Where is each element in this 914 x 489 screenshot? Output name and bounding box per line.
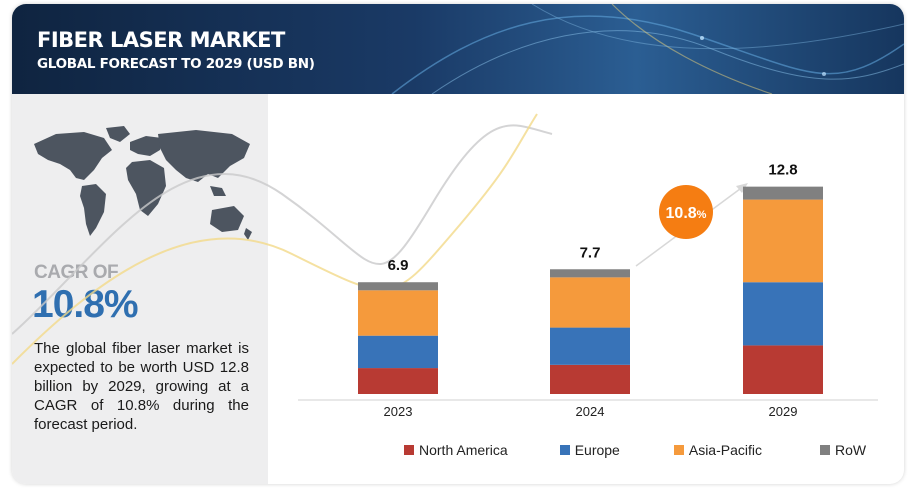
total-label-2029: 12.8 xyxy=(768,162,797,179)
bar-2029-row xyxy=(743,186,823,200)
cagr-label: CAGR OF xyxy=(34,262,119,283)
growth-arrow-head xyxy=(736,183,748,193)
cagr-value: 10.8% xyxy=(32,283,139,326)
x-tick-label-2023: 2023 xyxy=(384,404,413,419)
legend-label: RoW xyxy=(835,442,867,458)
swoosh-grey xyxy=(12,124,553,335)
total-label-2024: 7.7 xyxy=(580,244,601,261)
legend-item-europe: Europe xyxy=(559,442,620,458)
legend-swatch xyxy=(404,445,414,455)
bar-2024-row xyxy=(550,269,630,278)
legend-label: North America xyxy=(419,442,508,458)
legend-label: Asia-Pacific xyxy=(688,442,762,458)
legend-item-row: RoW xyxy=(820,442,866,458)
world-map-icon xyxy=(34,126,252,240)
x-tick-label-2029: 2029 xyxy=(769,404,798,419)
legend-swatch xyxy=(820,445,830,455)
bar-2029-north-america xyxy=(743,345,823,394)
legend-item-asia-pacific: Asia-Pacific xyxy=(673,442,762,458)
cagr-badge xyxy=(659,185,713,239)
chart-legend: North America Europe Asia-Pacific RoW xyxy=(404,442,866,458)
bar-2023-row xyxy=(358,282,438,291)
bar-2029-asia-pacific xyxy=(743,199,823,283)
stacked-bar-chart: 10.8% 6.9 2023 7.7 2024 12.8 2029 xyxy=(12,113,878,419)
legend-item-north-america: North America xyxy=(404,442,508,458)
infographic-card: FIBER LASER MARKET GLOBAL FORECAST TO 20… xyxy=(12,4,904,484)
market-description: The global fiber laser market is expecte… xyxy=(34,340,249,433)
swoosh-yellow xyxy=(12,113,538,365)
chart-title: FIBER LASER MARKET xyxy=(37,28,285,52)
x-tick-label-2024: 2024 xyxy=(576,404,605,419)
bar-2023-europe xyxy=(358,335,438,369)
bar-2024-north-america xyxy=(550,364,630,394)
total-label-2023: 6.9 xyxy=(388,257,409,274)
legend-swatch xyxy=(673,445,684,455)
legend-swatch xyxy=(559,445,570,455)
summary-panel: CAGR OF 10.8% The global fiber laser mar… xyxy=(12,94,268,484)
bar-2023-asia-pacific xyxy=(358,290,438,336)
cagr-badge-text: 10.8% xyxy=(666,205,707,222)
chart-subtitle: GLOBAL FORECAST TO 2029 (USD BN) xyxy=(37,56,315,72)
fiber-decoration-icon xyxy=(391,4,904,94)
bar-2024-asia-pacific xyxy=(550,277,630,328)
bar-2023-north-america xyxy=(358,368,438,394)
legend-label: Europe xyxy=(574,442,620,458)
header-banner: FIBER LASER MARKET GLOBAL FORECAST TO 20… xyxy=(12,4,904,94)
bar-2029-europe xyxy=(743,282,823,346)
bar-2024-europe xyxy=(550,327,630,365)
